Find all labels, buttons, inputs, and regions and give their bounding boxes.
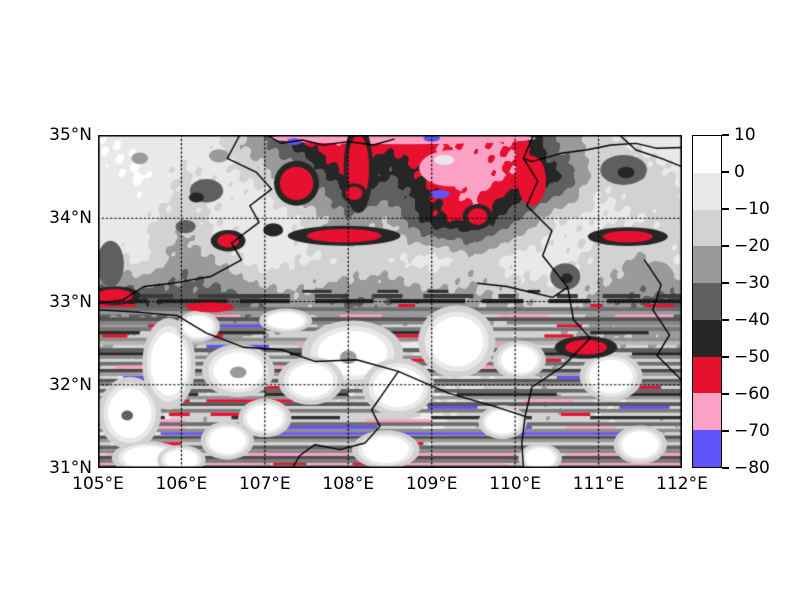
colorbar-tick-label: −60 bbox=[734, 384, 770, 404]
colorbar-band bbox=[693, 430, 721, 468]
colorbar-tick-mark bbox=[722, 393, 729, 395]
y-tick-label: 31°N bbox=[49, 458, 92, 478]
colorbar-band bbox=[693, 246, 721, 284]
colorbar-tick-mark bbox=[722, 171, 729, 173]
colorbar-tick-mark bbox=[722, 208, 729, 210]
colorbar-band bbox=[693, 319, 721, 357]
x-tick-label: 110°E bbox=[489, 474, 541, 494]
colorbar-band bbox=[693, 172, 721, 210]
colorbar-band bbox=[693, 136, 721, 173]
x-tick-label: 108°E bbox=[322, 474, 375, 494]
colorbar-tick-mark bbox=[722, 319, 729, 321]
colorbar-tick-mark bbox=[722, 282, 729, 284]
x-tick-label: 111°E bbox=[572, 474, 625, 494]
colorbar-tick-label: −50 bbox=[734, 347, 770, 367]
colorbar-tick-label: 0 bbox=[734, 162, 745, 182]
colorbar-band bbox=[693, 283, 721, 320]
x-tick-label: 112°E bbox=[656, 474, 708, 494]
colorbar-tick-label: −40 bbox=[734, 310, 770, 330]
colorbar-tick-mark bbox=[722, 430, 729, 432]
colorbar-tick-label: −20 bbox=[734, 236, 770, 256]
colorbar-tick-mark bbox=[722, 245, 729, 247]
colorbar-tick-label: 10 bbox=[734, 125, 756, 145]
colorbar-band bbox=[693, 393, 721, 431]
colorbar-tick-label: −30 bbox=[734, 273, 770, 293]
y-tick-label: 34°N bbox=[49, 208, 92, 229]
x-tick-label: 105°E bbox=[72, 474, 124, 494]
colorbar-tick-mark bbox=[722, 134, 729, 136]
colorbar-tick-mark bbox=[722, 356, 729, 358]
colorbar-tick-label: −70 bbox=[734, 421, 770, 441]
x-tick-label: 109°E bbox=[405, 474, 458, 494]
colorbar-tick-label: −10 bbox=[734, 199, 770, 219]
y-tick-label: 33°N bbox=[49, 291, 92, 312]
contour-map-canvas bbox=[98, 135, 682, 468]
colorbar-tick-label: −80 bbox=[734, 458, 770, 478]
colorbar-band bbox=[693, 356, 721, 394]
x-tick-label: 106°E bbox=[155, 474, 208, 494]
y-tick-label: 35°N bbox=[49, 125, 92, 145]
contour-map bbox=[98, 135, 682, 468]
colorbar-band bbox=[693, 209, 721, 247]
x-tick-label: 107°E bbox=[238, 474, 291, 494]
colorbar-tick-mark bbox=[722, 467, 729, 469]
y-tick-label: 32°N bbox=[49, 374, 92, 395]
colorbar bbox=[692, 135, 722, 468]
